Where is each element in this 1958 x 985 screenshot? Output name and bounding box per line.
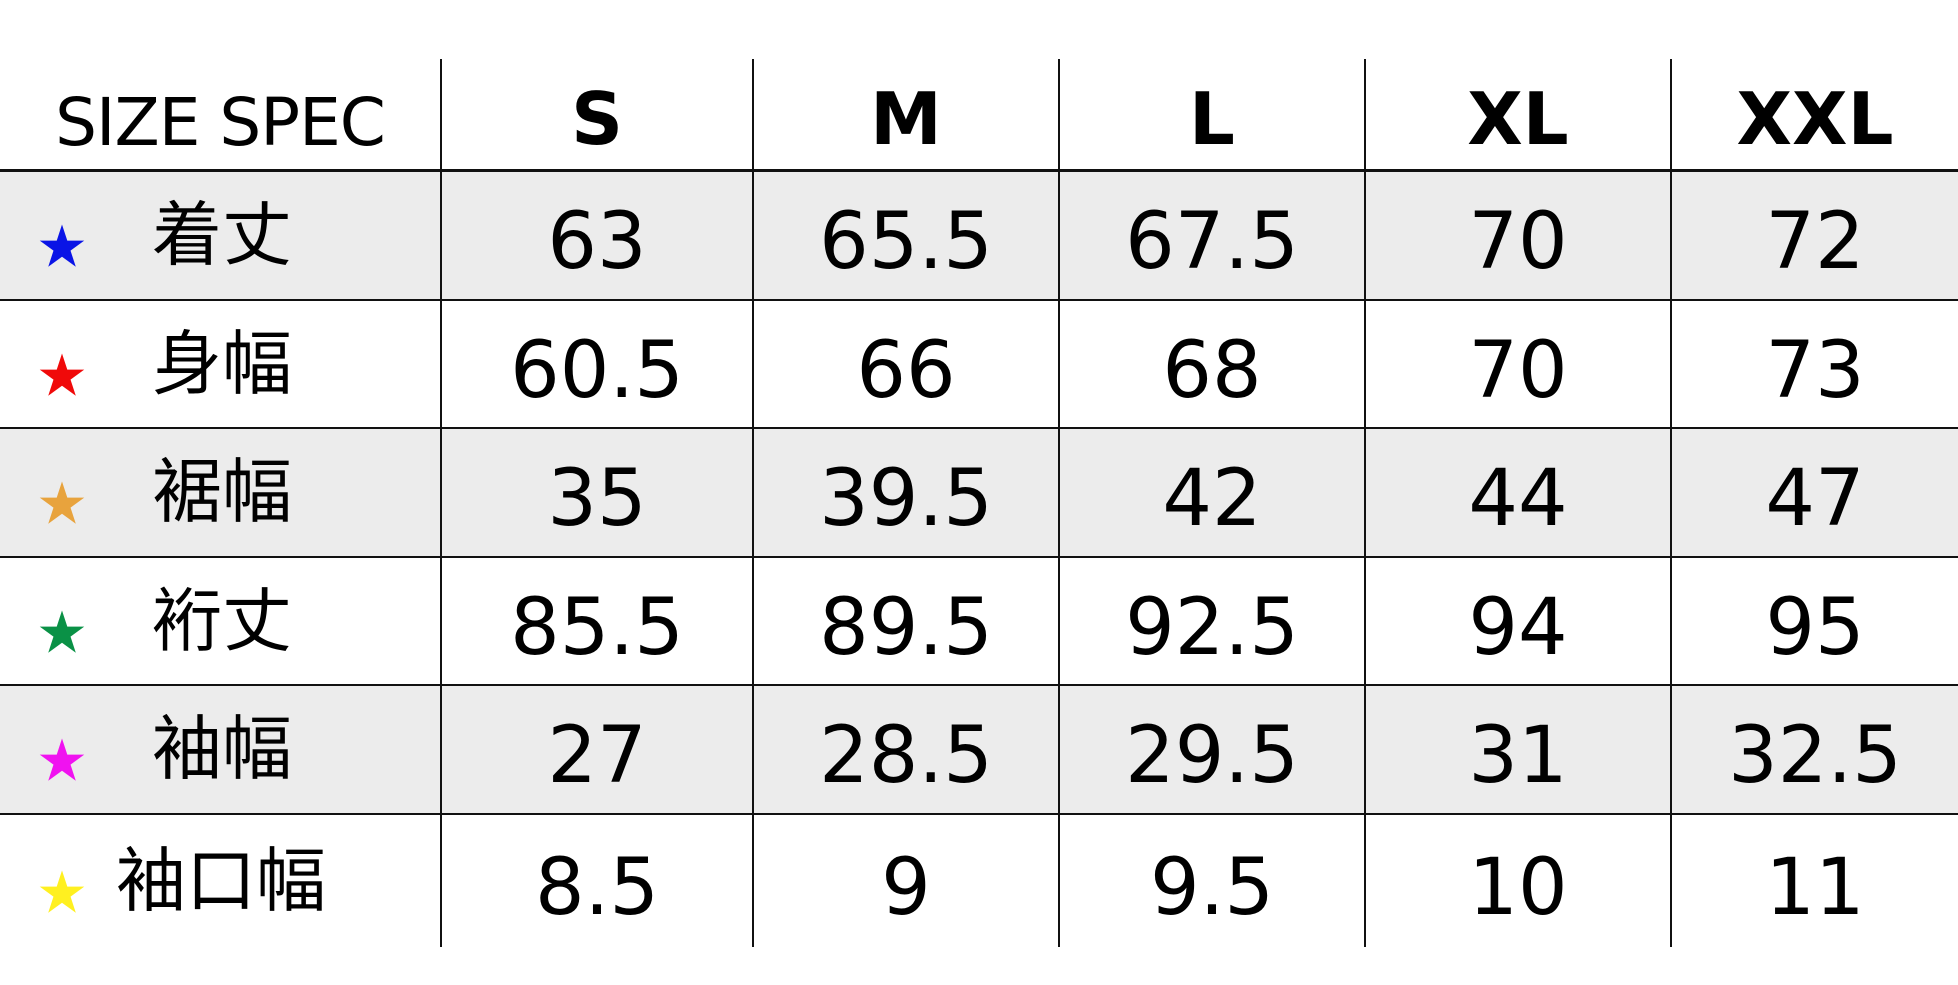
- measurement-value: 27: [547, 711, 647, 802]
- value-cell: 73: [1672, 301, 1958, 428]
- value-cell: 32.5: [1672, 686, 1958, 813]
- measurement-label: 裄丈: [152, 579, 292, 662]
- measurement-value: 35: [547, 454, 647, 545]
- measurement-value: 11: [1765, 842, 1865, 933]
- measurement-value: 65.5: [819, 197, 993, 288]
- value-cell: 29.5: [1060, 686, 1366, 813]
- measurement-label: 袖口幅: [116, 839, 326, 922]
- value-cell: 35: [442, 429, 754, 556]
- value-cell: 11: [1672, 815, 1958, 947]
- header-title-cell: SIZE SPEC: [0, 59, 442, 169]
- value-cell: 70: [1366, 300, 1672, 427]
- measurement-value: 42: [1162, 454, 1262, 545]
- size-spec-table: SIZE SPEC S M L XL XXL ★ 着丈 63 65.5 67.5 70 72…: [0, 59, 1958, 947]
- value-cell: 94: [1366, 557, 1672, 684]
- value-cell: 89.5: [754, 557, 1060, 684]
- row-label-cell: ★ 裄丈: [0, 557, 442, 684]
- value-cell: 95: [1672, 558, 1958, 685]
- value-cell: 42: [1060, 429, 1366, 556]
- table-row: ★ 袖幅 27 28.5 29.5 31 32.5: [0, 686, 1958, 815]
- size-label: XXL: [1736, 77, 1894, 161]
- star-icon: ★: [36, 858, 88, 927]
- size-label: M: [870, 77, 942, 161]
- value-cell: 60.5: [442, 300, 754, 427]
- value-cell: 85.5: [442, 557, 754, 684]
- measurement-label: 身幅: [152, 322, 292, 405]
- star-icon: ★: [36, 341, 88, 410]
- header-size-s: S: [442, 59, 754, 169]
- row-label-cell: ★ 身幅: [0, 300, 442, 427]
- measurement-value: 47: [1765, 454, 1865, 545]
- value-cell: 39.5: [754, 429, 1060, 556]
- star-icon: ★: [36, 469, 88, 538]
- measurement-value: 63: [547, 197, 647, 288]
- value-cell: 28.5: [754, 686, 1060, 813]
- value-cell: 70: [1366, 172, 1672, 299]
- value-cell: 63: [442, 172, 754, 299]
- value-cell: 10: [1366, 814, 1672, 947]
- row-label-cell: ★ 袖幅: [0, 686, 442, 813]
- measurement-value: 8.5: [534, 842, 660, 933]
- measurement-value: 95: [1765, 582, 1865, 673]
- table-row: ★ 身幅 60.5 66 68 70 73: [0, 300, 1958, 429]
- size-label: XL: [1467, 77, 1569, 161]
- measurement-value: 44: [1468, 454, 1568, 545]
- value-cell: 66: [754, 300, 1060, 427]
- table-row: ★ 袖口幅 8.5 9 9.5 10 11: [0, 814, 1958, 947]
- measurement-value: 66: [856, 325, 956, 416]
- row-label-cell: ★ 裾幅: [0, 429, 442, 556]
- measurement-value: 32.5: [1728, 711, 1902, 802]
- value-cell: 72: [1672, 172, 1958, 299]
- table-title: SIZE SPEC: [55, 84, 386, 161]
- measurement-value: 9: [881, 842, 931, 933]
- size-label: L: [1189, 77, 1235, 161]
- value-cell: 27: [442, 686, 754, 813]
- measurement-value: 29.5: [1125, 711, 1299, 802]
- table-row: ★ 裾幅 35 39.5 42 44 47: [0, 429, 1958, 558]
- measurement-value: 85.5: [510, 582, 684, 673]
- value-cell: 9: [754, 814, 1060, 947]
- header-size-xl: XL: [1366, 59, 1672, 169]
- star-icon: ★: [36, 726, 88, 795]
- value-cell: 92.5: [1060, 557, 1366, 684]
- value-cell: 31: [1366, 686, 1672, 813]
- measurement-value: 10: [1468, 842, 1568, 933]
- measurement-value: 9.5: [1149, 842, 1275, 933]
- row-label-cell: ★ 着丈: [0, 172, 442, 299]
- value-cell: 47: [1672, 429, 1958, 556]
- measurement-value: 92.5: [1125, 582, 1299, 673]
- size-label: S: [571, 77, 623, 161]
- measurement-value: 68: [1162, 325, 1262, 416]
- measurement-value: 70: [1468, 325, 1568, 416]
- measurement-value: 67.5: [1125, 197, 1299, 288]
- header-row: SIZE SPEC S M L XL XXL: [0, 59, 1958, 172]
- value-cell: 9.5: [1060, 814, 1366, 947]
- measurement-label: 着丈: [152, 194, 292, 277]
- measurement-value: 89.5: [819, 582, 993, 673]
- measurement-value: 72: [1765, 197, 1865, 288]
- row-label-cell: ★ 袖口幅: [0, 814, 442, 947]
- measurement-value: 70: [1468, 197, 1568, 288]
- table-row: ★ 着丈 63 65.5 67.5 70 72: [0, 172, 1958, 301]
- measurement-value: 28.5: [819, 711, 993, 802]
- table-row: ★ 裄丈 85.5 89.5 92.5 94 95: [0, 557, 1958, 686]
- value-cell: 8.5: [442, 814, 754, 947]
- header-size-m: M: [754, 59, 1060, 169]
- measurement-value: 94: [1468, 582, 1568, 673]
- measurement-label: 裾幅: [152, 451, 292, 534]
- star-icon: ★: [36, 212, 88, 281]
- measurement-value: 73: [1765, 325, 1865, 416]
- header-size-xxl: XXL: [1672, 59, 1958, 169]
- measurement-value: 60.5: [510, 325, 684, 416]
- header-size-l: L: [1060, 59, 1366, 169]
- value-cell: 67.5: [1060, 172, 1366, 299]
- star-icon: ★: [36, 598, 88, 667]
- measurement-label: 袖幅: [152, 708, 292, 791]
- value-cell: 65.5: [754, 172, 1060, 299]
- value-cell: 68: [1060, 300, 1366, 427]
- measurement-value: 31: [1468, 711, 1568, 802]
- measurement-value: 39.5: [819, 454, 993, 545]
- value-cell: 44: [1366, 429, 1672, 556]
